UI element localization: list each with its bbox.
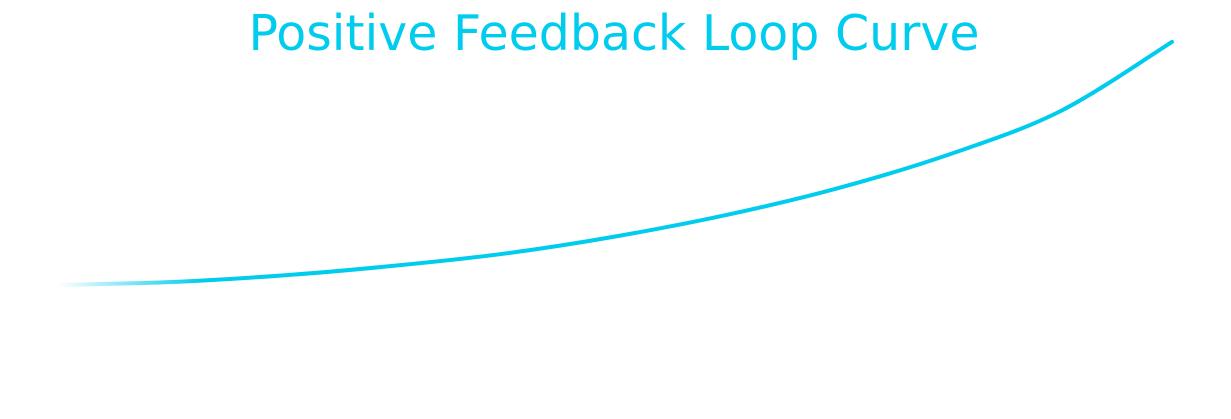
chart-title: Positive Feedback Loop Curve [248, 5, 980, 62]
series-group [55, 39, 1174, 287]
series-line-0 [55, 39, 1174, 287]
